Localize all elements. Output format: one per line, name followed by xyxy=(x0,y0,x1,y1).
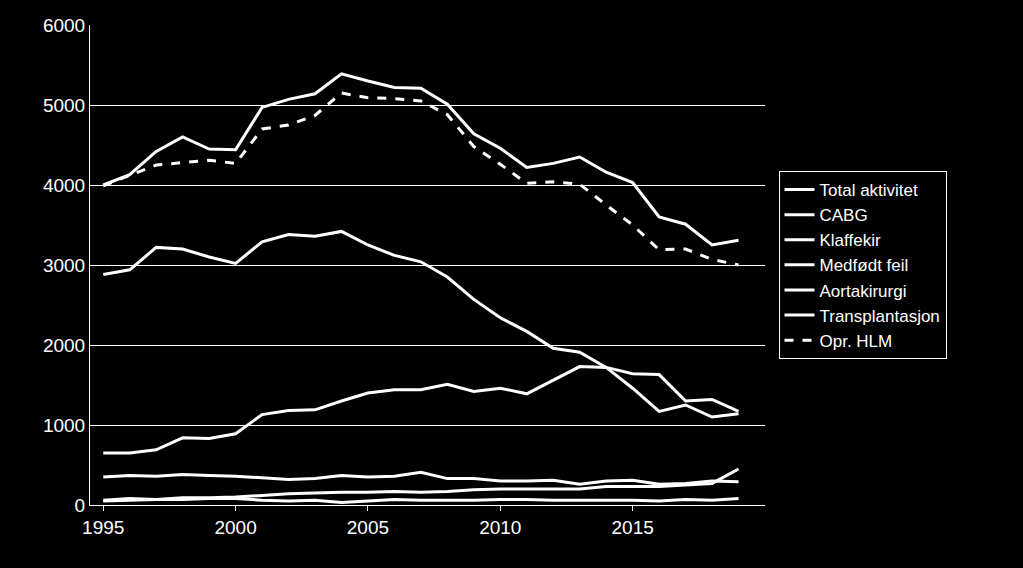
svg-text:3000: 3000 xyxy=(43,255,85,276)
svg-text:Total aktivitet: Total aktivitet xyxy=(820,181,919,200)
svg-text:2015: 2015 xyxy=(612,517,654,538)
svg-text:Transplantasjon: Transplantasjon xyxy=(820,307,940,326)
svg-text:Klaffekir: Klaffekir xyxy=(820,231,881,250)
svg-text:2000: 2000 xyxy=(43,335,85,356)
svg-text:Medfødt feil: Medfødt feil xyxy=(820,256,909,275)
svg-text:Aortakirurgi: Aortakirurgi xyxy=(820,282,907,301)
svg-text:2000: 2000 xyxy=(214,517,256,538)
svg-text:1995: 1995 xyxy=(82,517,124,538)
svg-text:5000: 5000 xyxy=(43,95,85,116)
svg-text:2005: 2005 xyxy=(347,517,389,538)
svg-text:1000: 1000 xyxy=(43,415,85,436)
svg-text:6000: 6000 xyxy=(43,15,85,36)
svg-text:Opr. HLM: Opr. HLM xyxy=(820,332,893,351)
svg-text:4000: 4000 xyxy=(43,175,85,196)
svg-text:2010: 2010 xyxy=(479,517,521,538)
svg-text:CABG: CABG xyxy=(820,206,868,225)
svg-text:0: 0 xyxy=(75,495,86,516)
